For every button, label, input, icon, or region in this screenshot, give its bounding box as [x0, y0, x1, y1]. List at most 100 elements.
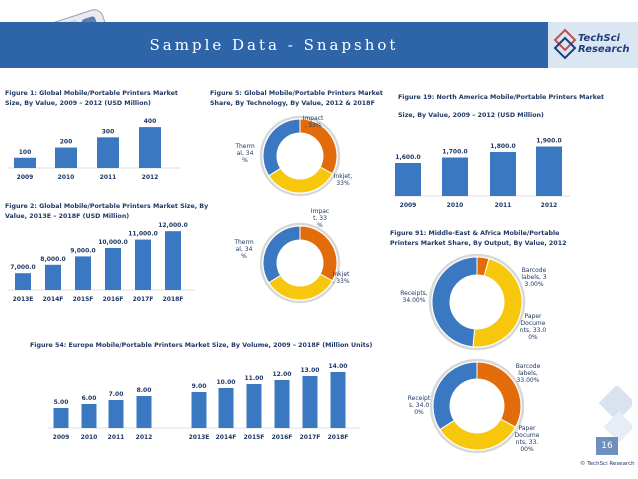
fig5b-slice — [262, 225, 301, 284]
fig1-data-label: 400 — [144, 118, 157, 125]
fig19-bar — [536, 146, 562, 196]
fig1-data-label: 300 — [102, 128, 115, 135]
fig19-tick-label: 2012 — [541, 202, 558, 209]
fig5b-ring-shadow — [259, 222, 341, 304]
page-title: Sample Data - Snapshot — [149, 36, 399, 54]
fig19-tick-label: 2010 — [447, 202, 464, 209]
fig19-data-label: 1,800.0 — [490, 143, 515, 150]
fig2-tick-label: 2013E — [13, 296, 34, 303]
fig2-data-label: 12,000.0 — [158, 222, 188, 229]
fig5a-slice-label: Therm al, 34% — [234, 143, 255, 164]
fig2-data-label: 11,000.0 — [128, 231, 158, 238]
fig54-data-label: 13.00 — [301, 367, 320, 374]
fig1-bar — [55, 147, 77, 168]
fig91b-ring-shadow — [429, 358, 525, 454]
fig5b-slice-label: Inkjet, 33% — [332, 271, 350, 285]
fig54-bar — [136, 396, 152, 428]
fig54-data-label: 5.00 — [54, 399, 69, 406]
fig54-tick-label: 2012 — [136, 434, 153, 441]
fig54-bar — [81, 404, 97, 428]
logo-line-2: Research — [578, 44, 630, 55]
fig1-data-label: 100 — [19, 149, 32, 156]
fig5a-slice-label: Impact, 33% — [303, 115, 324, 129]
fig2-tick-label: 2018F — [163, 296, 184, 303]
figure-2-caption: Figure 2: Global Mobile/Portable Printer… — [5, 203, 209, 220]
fig1-bar — [14, 157, 36, 168]
decorative-corner-graphic — [598, 386, 632, 443]
fig54-tick-label: 2010 — [81, 434, 98, 441]
logo-text: TechSci Research — [578, 33, 629, 55]
fig54-bar — [53, 408, 69, 428]
fig19-data-label: 1,700.0 — [442, 149, 467, 156]
fig54-tick-label: 2018F — [328, 434, 349, 441]
fig54-data-label: 8.00 — [137, 387, 152, 394]
fig5a-slice-label: Inkjet, 33% — [334, 173, 353, 187]
fig5a-ring-shadow — [259, 115, 341, 197]
fig2-tick-label: 2016F — [103, 296, 124, 303]
fig54-data-label: 9.00 — [192, 383, 207, 390]
fig2-tick-label: 2015F — [73, 296, 94, 303]
fig1-tick-label: 2012 — [142, 174, 159, 181]
fig54-tick-label: 2016F — [272, 434, 293, 441]
fig54-bar — [191, 392, 207, 428]
fig2-bar — [15, 273, 31, 290]
fig5a-slice — [262, 118, 301, 177]
fig91b-slice-label: Barcode labels, 33.00% — [516, 363, 541, 384]
fig91b-slice — [432, 361, 478, 431]
fig1-bar — [139, 127, 161, 168]
fig1-tick-label: 2011 — [100, 174, 117, 181]
fig5b-slice — [299, 225, 338, 282]
fig54-tick-label: 2009 — [53, 434, 70, 441]
copyright-text: © TechSci Research — [580, 461, 635, 467]
fig54-data-label: 6.00 — [82, 395, 97, 402]
fig19-bar — [490, 152, 516, 196]
fig91a-slice — [472, 258, 523, 348]
fig91a-slice-label: Barcode labels, 3 3.00% — [521, 267, 546, 288]
fig2-bar — [105, 248, 121, 290]
fig2-data-label: 8,000.0 — [40, 256, 65, 263]
fig54-tick-label: 2014F — [216, 434, 237, 441]
fig54-bar — [108, 400, 124, 428]
fig54-tick-label: 2017F — [300, 434, 321, 441]
fig91a-slice-label: Paper Docume nts, 33.0 0% — [520, 313, 547, 341]
logo-line-1: TechSci — [578, 33, 620, 44]
fig19-data-label: 1,600.0 — [395, 154, 420, 161]
fig2-bar — [135, 239, 151, 290]
fig91b-slice-label: Receipt s, 34.0 0% — [408, 395, 431, 416]
fig54-data-label: 12.00 — [273, 371, 292, 378]
fig54-bar — [218, 388, 234, 428]
fig54-tick-label: 2013E — [189, 434, 210, 441]
fig91a-slice-label: Receipts, 34.00% — [400, 290, 428, 304]
figure-91-caption: Figure 91: Middle-East & Africa Mobile/P… — [390, 230, 567, 247]
fig54-data-label: 10.00 — [217, 379, 236, 386]
fig19-tick-label: 2009 — [400, 202, 417, 209]
fig19-tick-label: 2011 — [495, 202, 512, 209]
figure-5-caption: Figure 5: Global Mobile/Portable Printer… — [210, 90, 383, 107]
fig2-tick-label: 2014F — [43, 296, 64, 303]
fig5b-slice-label: Therm al, 34% — [233, 239, 254, 260]
figure-1-caption: Figure 1: Global Mobile/Portable Printer… — [5, 90, 178, 107]
fig91a-slice — [431, 256, 478, 348]
fig5b-slice-label: Impac t, 33% — [311, 208, 329, 229]
logo-emblem-icon — [553, 28, 577, 60]
fig2-data-label: 10,000.0 — [98, 239, 128, 246]
fig54-bar — [302, 376, 318, 428]
page-number: 16 — [596, 437, 618, 455]
fig2-bar — [165, 231, 181, 290]
fig91b-slice — [476, 361, 522, 428]
fig1-bar — [97, 137, 119, 168]
fig1-data-label: 200 — [60, 139, 73, 146]
header-banner — [0, 22, 548, 68]
fig2-tick-label: 2017F — [133, 296, 154, 303]
fig91b-slice-label: Paper Docume nts, 33. 00% — [515, 425, 540, 453]
fig1-tick-label: 2010 — [58, 174, 75, 181]
fig2-bar — [75, 256, 91, 290]
fig54-data-label: 7.00 — [109, 391, 124, 398]
fig19-bar — [395, 163, 421, 196]
fig54-bar — [330, 372, 346, 428]
fig2-bar — [45, 264, 61, 290]
logo-box — [548, 22, 638, 68]
fig54-bar — [246, 384, 262, 428]
fig54-tick-label: 2011 — [108, 434, 125, 441]
